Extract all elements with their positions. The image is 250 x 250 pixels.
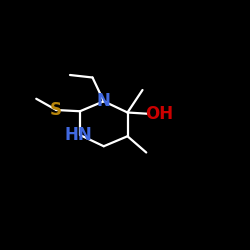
Text: N: N	[97, 92, 111, 110]
Text: OH: OH	[146, 105, 174, 123]
Text: S: S	[50, 101, 62, 119]
Text: HN: HN	[65, 126, 92, 144]
